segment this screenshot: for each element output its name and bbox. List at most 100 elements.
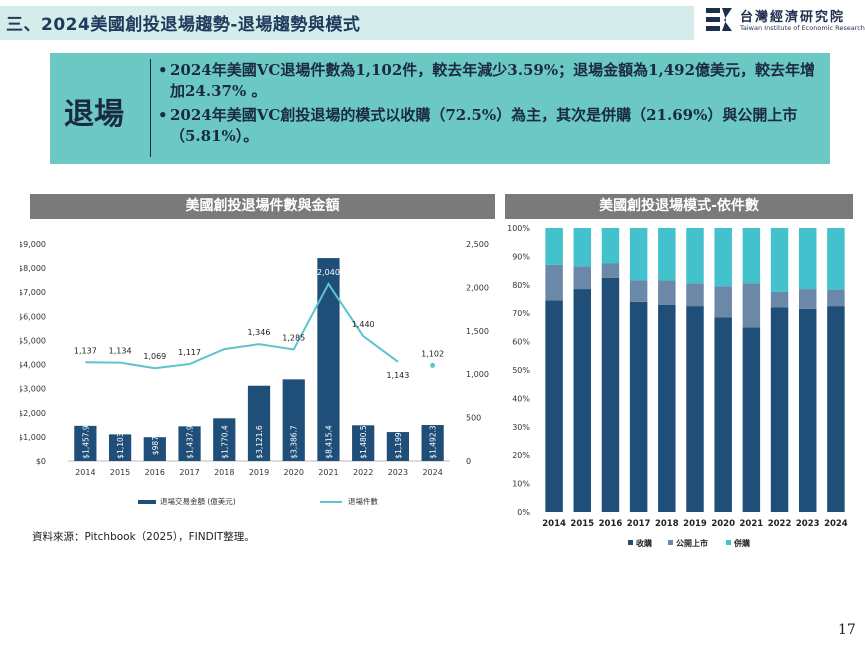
y-right-tick-label: 2,000	[466, 283, 489, 292]
y-tick-label: 70%	[512, 309, 530, 318]
stacked-bar-segment	[658, 280, 676, 305]
stacked-bar-segment	[686, 306, 704, 512]
logo-text: 台灣經濟研究院	[740, 10, 846, 25]
y-tick-label: 90%	[512, 252, 530, 261]
stacked-bar-segment	[827, 228, 845, 290]
x-tick-label: 2019	[249, 468, 269, 477]
x-tick-label: 2022	[768, 519, 792, 529]
stacked-bar-segment	[770, 291, 789, 308]
bar-value-label: $1,480.5	[359, 425, 368, 459]
header-band	[0, 6, 700, 40]
line-value-label: 1,440	[352, 320, 375, 329]
stacked-bar-segment	[658, 304, 676, 512]
stacked-bar-segment	[629, 301, 648, 512]
x-tick-label: 2020	[284, 468, 304, 477]
bar	[317, 258, 340, 461]
stacked-bar-segment	[714, 317, 732, 512]
x-tick-label: 2015	[570, 519, 594, 529]
bar-value-label: $1,770.4	[220, 425, 229, 459]
bar	[178, 426, 201, 461]
stacked-bar-segment	[798, 289, 817, 309]
x-tick-label: 2021	[318, 468, 338, 477]
y-tick-label: 30%	[512, 423, 530, 432]
stacked-bar-segment	[629, 228, 648, 281]
line-value-label: 1,346	[248, 328, 271, 337]
bar	[247, 385, 271, 461]
stacked-bar-segment	[545, 228, 563, 265]
y-tick-label: 20%	[512, 451, 530, 460]
line-value-label: 1,069	[143, 352, 166, 361]
bar	[74, 425, 97, 461]
bar	[282, 379, 305, 461]
bar	[213, 418, 236, 461]
x-tick-label: 2023	[388, 468, 408, 477]
y-left-tick-label: $5,000	[20, 336, 46, 345]
summary-divider	[150, 59, 151, 157]
y-left-tick-label: $6,000	[20, 312, 46, 321]
summary-box: 退場 • 2024年美國VC退場件數為1,102件，較去年減少3.59%；退場金額…	[50, 53, 830, 164]
summary-point: • 2024年美國VC退場件數為1,102件，較去年減少3.59%；退場金額為1,…	[158, 60, 828, 102]
x-tick-label: 2023	[796, 519, 820, 529]
summary-point-text: 2024年美國VC退場件數為1,102件，較去年減少3.59%；退場金額為1,4…	[170, 61, 816, 100]
bar-value-label: $1,103.7	[116, 425, 125, 459]
stacked-bar-segment	[658, 228, 676, 281]
x-tick-label: 2019	[683, 519, 707, 529]
stacked-bar-segment	[573, 266, 592, 290]
stacked-bar-segment	[601, 263, 620, 278]
y-right-tick-label: 1,500	[466, 327, 489, 336]
stacked-bar-segment	[770, 307, 789, 512]
stacked-bar-segment	[545, 264, 563, 301]
bar	[352, 425, 375, 461]
x-tick-label: 2024	[422, 468, 442, 477]
stacked-bar-segment	[601, 228, 620, 264]
y-left-tick-label: $7,000	[20, 288, 46, 297]
y-left-tick-label: $3,000	[20, 385, 46, 394]
summary-point-text: 2024年美國VC創投退場的模式以收購（72.5%）為主，其次是併購（21.69…	[170, 106, 798, 145]
stacked-bar-segment	[714, 286, 732, 318]
stacked-bar-segment	[573, 289, 592, 512]
y-tick-label: 50%	[512, 366, 530, 375]
line-value-label: 1,143	[386, 371, 409, 380]
legend-label: 退場交易金額 (億美元)	[160, 496, 236, 506]
y-left-tick-label: $8,000	[20, 264, 46, 273]
series-point	[430, 362, 436, 368]
bar-value-label: $1,437.9	[186, 425, 195, 459]
x-tick-label: 2016	[145, 468, 165, 477]
stacked-bar-segment	[798, 228, 817, 290]
line-value-label: 1,134	[109, 347, 132, 356]
header-bar: 三、2024美國創投退場趨勢-退場趨勢與模式	[0, 0, 865, 40]
stacked-bar-segment	[629, 280, 648, 302]
stacked-bar-segment	[742, 283, 761, 328]
x-tick-label: 2014	[75, 468, 95, 477]
stacked-bar-segment	[827, 306, 845, 512]
bar-value-label: $987.2	[151, 429, 160, 455]
x-tick-label: 2018	[214, 468, 234, 477]
source-note: 資料來源：Pitchbook（2025），FINDIT整理。	[32, 531, 255, 543]
stacked-bar-segment	[714, 228, 732, 287]
legend-swatch	[668, 540, 673, 545]
exit-mode-chart: 0% 10% 20% 30% 40% 50% 60% 70% 80% 90% 100% 2014 201…	[507, 224, 848, 548]
bar	[421, 425, 444, 461]
summary-point: • 2024年美國VC創投退場的模式以收購（72.5%）為主，其次是併購（21.6…	[158, 105, 828, 147]
stacked-bar-segment	[798, 308, 817, 512]
y-left-tick-label: $0	[36, 457, 46, 466]
legend-label: 收購	[636, 538, 652, 548]
bar-value-label: $1,492.3	[429, 425, 438, 459]
page-title: 三、2024美國創投退場趨勢-退場趨勢與模式	[6, 15, 361, 35]
y-right-tick-label: 2,500	[466, 240, 489, 249]
line-value-label: 1,102	[421, 349, 444, 358]
x-tick-label: 2021	[740, 519, 764, 529]
y-tick-label: 100%	[507, 224, 530, 233]
stacked-bar-segment	[686, 228, 704, 284]
x-tick-label: 2016	[599, 519, 623, 529]
y-right-tick-label: 1,000	[466, 370, 489, 379]
x-tick-label: 2022	[353, 468, 373, 477]
left-chart-title: 美國創投退場件數與金額	[30, 194, 495, 219]
line-value-label: 1,285	[282, 333, 305, 342]
stacked-bar-segment	[770, 228, 789, 292]
bar	[108, 434, 132, 461]
x-tick-label: 2017	[179, 468, 199, 477]
line-value-label: 1,117	[178, 348, 201, 357]
y-tick-label: 80%	[512, 281, 530, 290]
stacked-bar-segment	[545, 300, 563, 512]
